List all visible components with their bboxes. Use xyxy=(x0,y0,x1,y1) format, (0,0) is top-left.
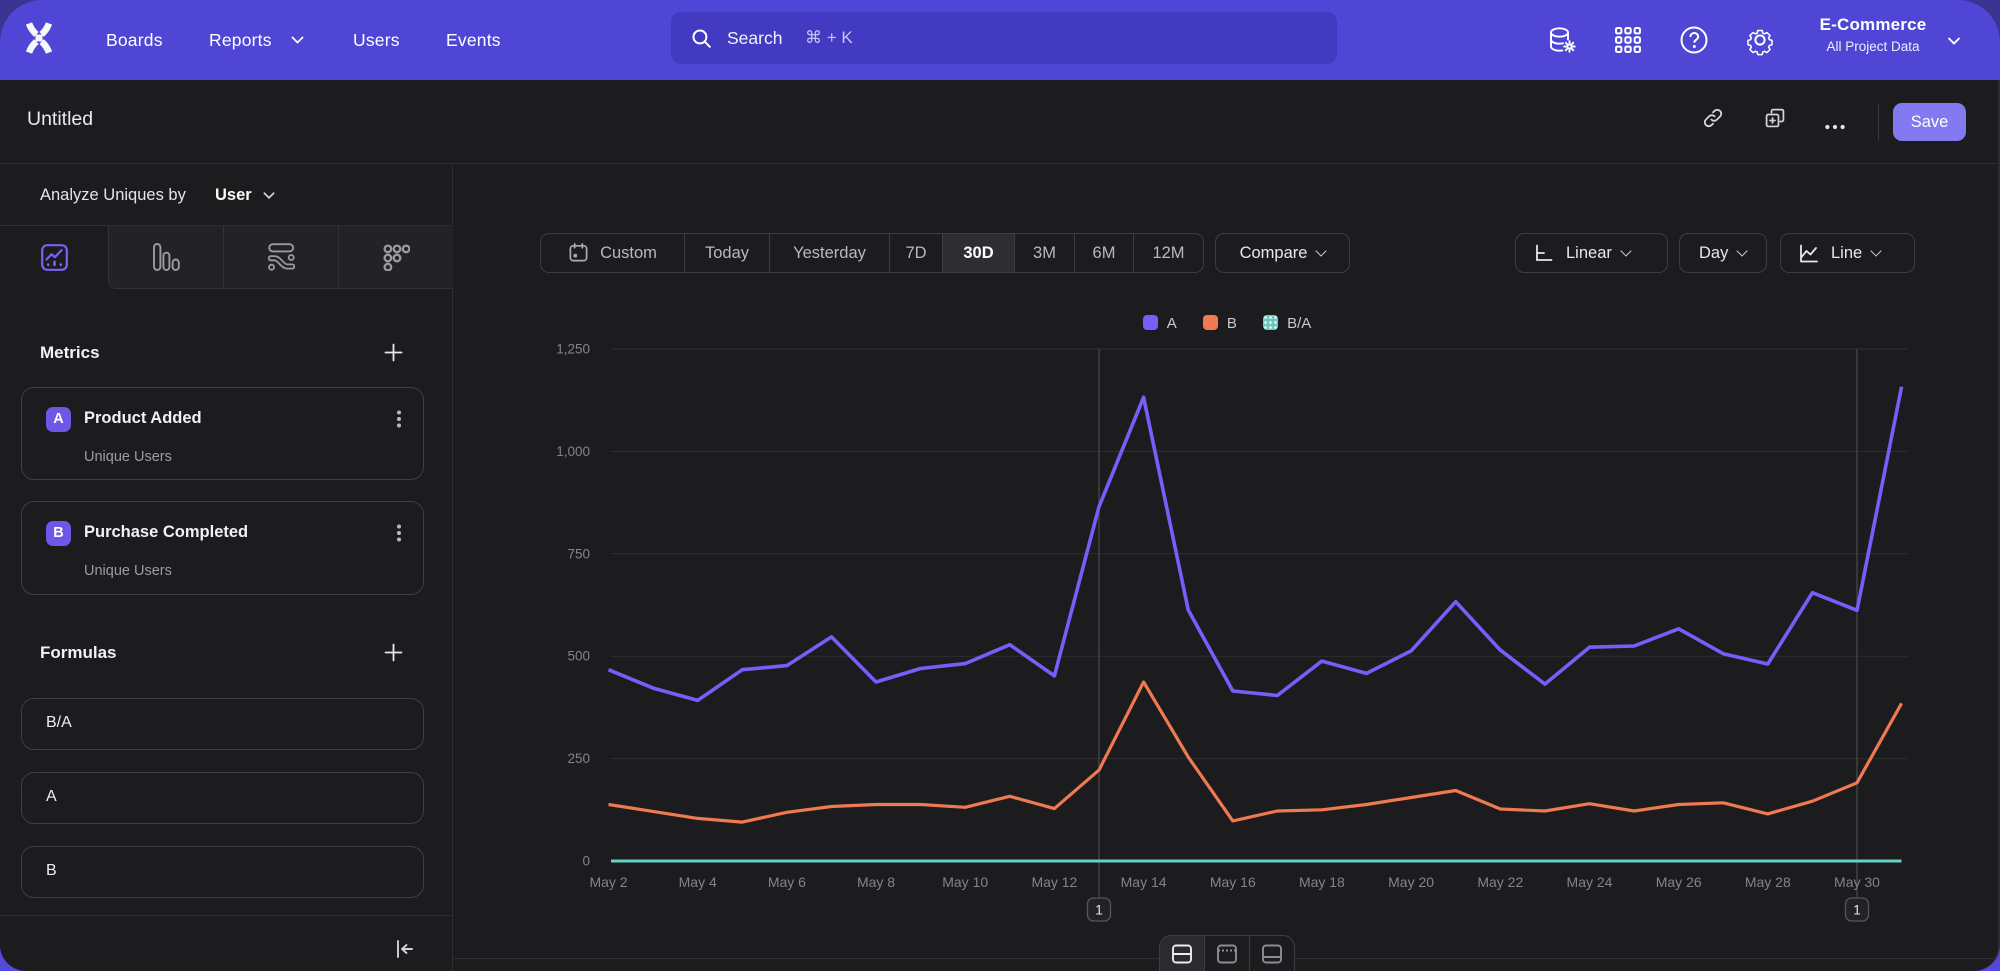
svg-text:May 6: May 6 xyxy=(768,874,806,890)
svg-text:May 20: May 20 xyxy=(1388,874,1434,890)
svg-text:1: 1 xyxy=(1095,903,1103,918)
svg-text:May 22: May 22 xyxy=(1477,874,1523,890)
svg-text:1,000: 1,000 xyxy=(556,444,590,459)
svg-text:May 4: May 4 xyxy=(679,874,717,890)
svg-text:May 26: May 26 xyxy=(1656,874,1702,890)
svg-text:May 18: May 18 xyxy=(1299,874,1345,890)
svg-text:May 28: May 28 xyxy=(1745,874,1791,890)
svg-text:May 10: May 10 xyxy=(942,874,988,890)
svg-text:500: 500 xyxy=(567,649,590,664)
svg-text:250: 250 xyxy=(567,751,590,766)
svg-text:1: 1 xyxy=(1853,903,1861,918)
svg-text:May 30: May 30 xyxy=(1834,874,1880,890)
svg-text:1,250: 1,250 xyxy=(556,342,590,357)
svg-text:May 8: May 8 xyxy=(857,874,895,890)
svg-text:750: 750 xyxy=(567,546,590,561)
svg-text:May 14: May 14 xyxy=(1121,874,1167,890)
svg-text:May 2: May 2 xyxy=(589,874,627,890)
svg-text:0: 0 xyxy=(582,854,590,869)
svg-text:May 12: May 12 xyxy=(1031,874,1077,890)
svg-text:May 24: May 24 xyxy=(1567,874,1613,890)
svg-text:May 16: May 16 xyxy=(1210,874,1256,890)
